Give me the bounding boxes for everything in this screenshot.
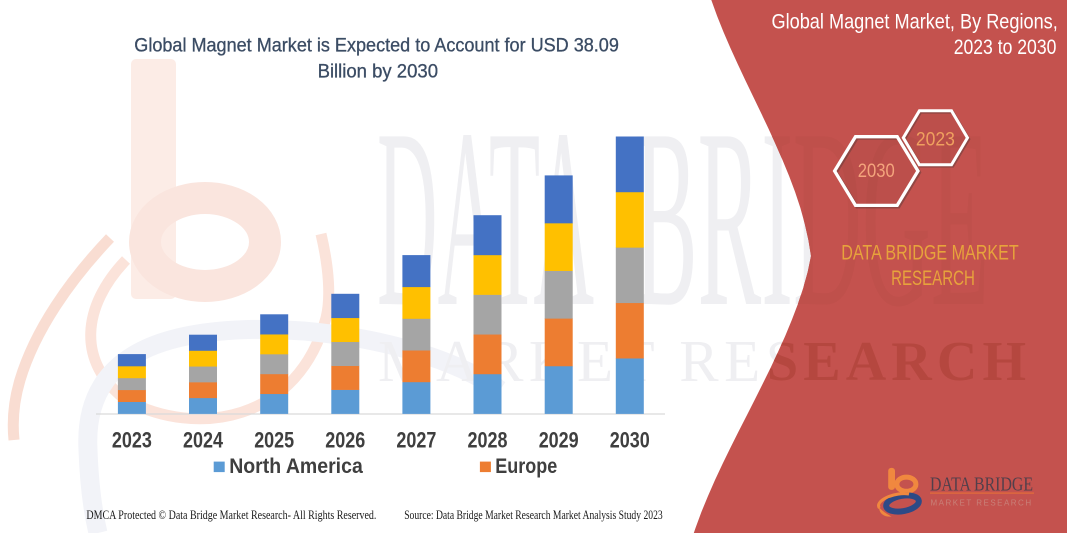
svg-text:2027: 2027 bbox=[396, 428, 436, 453]
svg-text:2023: 2023 bbox=[916, 129, 955, 150]
svg-text:Europe: Europe bbox=[495, 454, 557, 478]
svg-text:2029: 2029 bbox=[539, 428, 579, 453]
svg-text:2025: 2025 bbox=[254, 428, 294, 453]
svg-text:2026: 2026 bbox=[325, 428, 365, 453]
svg-text:2023: 2023 bbox=[112, 428, 152, 453]
svg-text:2023 to 2030: 2023 to 2030 bbox=[954, 35, 1057, 59]
svg-text:DMCA Protected © Data Bridge M: DMCA Protected © Data Bridge Market Rese… bbox=[86, 507, 376, 522]
svg-text:Global Magnet Market, By Regio: Global Magnet Market, By Regions, bbox=[772, 10, 1058, 34]
svg-text:2028: 2028 bbox=[468, 428, 508, 453]
svg-text:MARKET RESEARCH: MARKET RESEARCH bbox=[931, 499, 1035, 508]
svg-text:Global Magnet Market is Expect: Global Magnet Market is Expected to Acco… bbox=[134, 36, 619, 57]
svg-text:Source: Data Bridge Market Res: Source: Data Bridge Market Research Mark… bbox=[404, 507, 663, 522]
svg-text:2030: 2030 bbox=[858, 161, 895, 182]
svg-text:2024: 2024 bbox=[183, 428, 224, 453]
svg-text:2030: 2030 bbox=[610, 428, 650, 453]
svg-text:RESEARCH: RESEARCH bbox=[891, 266, 975, 290]
svg-text:Billion by 2030: Billion by 2030 bbox=[318, 61, 438, 82]
svg-text:DATA BRIDGE: DATA BRIDGE bbox=[930, 474, 1033, 496]
svg-text:North America: North America bbox=[229, 454, 363, 478]
svg-text:DATA BRIDGE MARKET: DATA BRIDGE MARKET bbox=[841, 240, 1019, 264]
